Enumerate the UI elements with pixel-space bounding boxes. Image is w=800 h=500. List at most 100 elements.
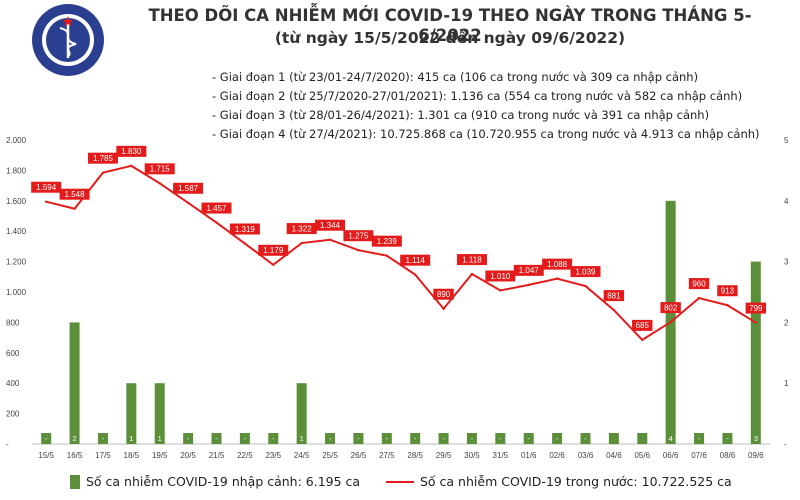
bar — [154, 383, 165, 444]
y-left-tick-label: - — [6, 440, 9, 449]
line-point — [470, 272, 474, 276]
line-label-box — [603, 290, 625, 302]
bar — [41, 433, 52, 444]
bar-value-label: - — [187, 434, 190, 443]
line-point — [215, 221, 218, 224]
y-left-tick-label: 600 — [6, 349, 20, 358]
bar-value-label: 2 — [72, 434, 76, 443]
line-label-box — [116, 145, 147, 157]
line-value-label: 1.594 — [36, 183, 57, 192]
bar — [580, 433, 591, 444]
line-point — [357, 249, 360, 252]
bar — [637, 433, 648, 444]
bar — [608, 433, 619, 444]
bar-value-label: - — [45, 434, 48, 443]
line-value-label: 1.587 — [178, 184, 199, 193]
x-tick-label: 24/5 — [294, 451, 310, 460]
line-label-box — [745, 302, 767, 314]
legend-bar-swatch — [70, 474, 80, 489]
line-point — [726, 304, 729, 307]
phase-item-3: - Giai đoạn 3 (từ 28/01-26/4/2021): 1.30… — [212, 108, 710, 122]
line-point — [101, 171, 105, 174]
y-left-tick-label: 1.000 — [6, 288, 27, 297]
bar-value-label: - — [272, 434, 275, 443]
bar — [722, 433, 733, 444]
bar — [296, 383, 307, 444]
y-right-tick-label: 4 — [784, 197, 789, 206]
x-tick-label: 18/5 — [124, 451, 140, 460]
y-left-tick-label: 200 — [6, 410, 20, 419]
line-point — [669, 320, 672, 324]
x-tick-label: 31/5 — [493, 451, 509, 460]
line-value-label: 1.114 — [405, 256, 425, 265]
line-point — [413, 273, 417, 276]
ministry-of-health-logo — [32, 4, 104, 76]
bar — [239, 433, 250, 444]
line-point — [158, 182, 161, 185]
line-point — [697, 296, 701, 300]
bar — [183, 433, 194, 444]
bar-value-label: 1 — [158, 434, 162, 443]
bar — [69, 322, 80, 444]
bar-value-label: 1 — [300, 434, 304, 443]
x-tick-label: 22/5 — [237, 451, 253, 460]
line-point — [641, 338, 644, 342]
x-tick-label: 25/5 — [322, 451, 338, 460]
line-value-label: 1.785 — [93, 154, 114, 163]
line-point — [300, 241, 303, 245]
line-value-label: 1.047 — [519, 266, 540, 275]
line-point — [186, 201, 190, 204]
bar-value-label: - — [414, 434, 417, 443]
bar — [694, 433, 705, 444]
line-label-box — [87, 152, 118, 164]
line-label-box — [343, 230, 374, 242]
bar-value-label: - — [442, 434, 445, 443]
line-point — [499, 289, 502, 292]
bar-value-label: - — [584, 434, 587, 443]
x-tick-label: 19/5 — [152, 451, 168, 460]
y-right-tick-label: 3 — [784, 258, 789, 267]
line-value-label: 1.275 — [348, 232, 369, 241]
x-tick-label: 27/5 — [379, 451, 395, 460]
line-label-box — [371, 235, 402, 247]
line-label-box — [570, 266, 601, 278]
line-value-label: 1.457 — [206, 204, 227, 213]
line-value-label: 1.179 — [263, 246, 284, 255]
line-point — [584, 284, 587, 288]
line-value-label: 802 — [664, 303, 678, 312]
x-tick-label: 01/6 — [521, 451, 537, 460]
line-point — [73, 207, 76, 210]
line-value-label: 1.715 — [150, 165, 171, 174]
x-tick-label: 29/5 — [436, 451, 452, 460]
bar — [268, 433, 279, 444]
bar-value-label: - — [726, 434, 729, 443]
y-right-tick-label: 2 — [784, 318, 789, 327]
bar-value-label: - — [386, 434, 389, 443]
x-tick-label: 23/5 — [265, 451, 281, 460]
bar-value-label: - — [698, 434, 701, 443]
phase-item-4: - Giai đoạn 4 (từ 27/4/2021): 10.725.868… — [212, 127, 760, 141]
bar-value-label: - — [471, 434, 474, 443]
x-tick-label: 30/5 — [464, 451, 480, 460]
bar — [438, 433, 449, 444]
line-value-label: 1.548 — [65, 190, 86, 199]
line-value-label: 890 — [437, 290, 451, 299]
line-point — [130, 164, 133, 168]
line-point — [44, 200, 48, 203]
line-label-box — [485, 270, 516, 282]
x-tick-label: 05/6 — [634, 451, 650, 460]
line-value-label: 960 — [692, 279, 706, 288]
line-label-box — [315, 219, 346, 231]
line-value-label: 685 — [636, 321, 650, 330]
bar — [750, 261, 761, 444]
legend-line-item: Số ca nhiễm COVID-19 trong nước: 10.722.… — [386, 474, 732, 489]
bar — [552, 433, 563, 444]
bar — [381, 433, 392, 444]
line-point — [555, 277, 559, 280]
bar — [325, 433, 336, 444]
line-label-box — [632, 319, 653, 331]
line-label-box — [660, 302, 681, 314]
line-label-box — [433, 288, 454, 300]
phase-item-1: - Giai đoạn 1 (từ 23/01-24/7/2020): 415 … — [212, 70, 699, 84]
